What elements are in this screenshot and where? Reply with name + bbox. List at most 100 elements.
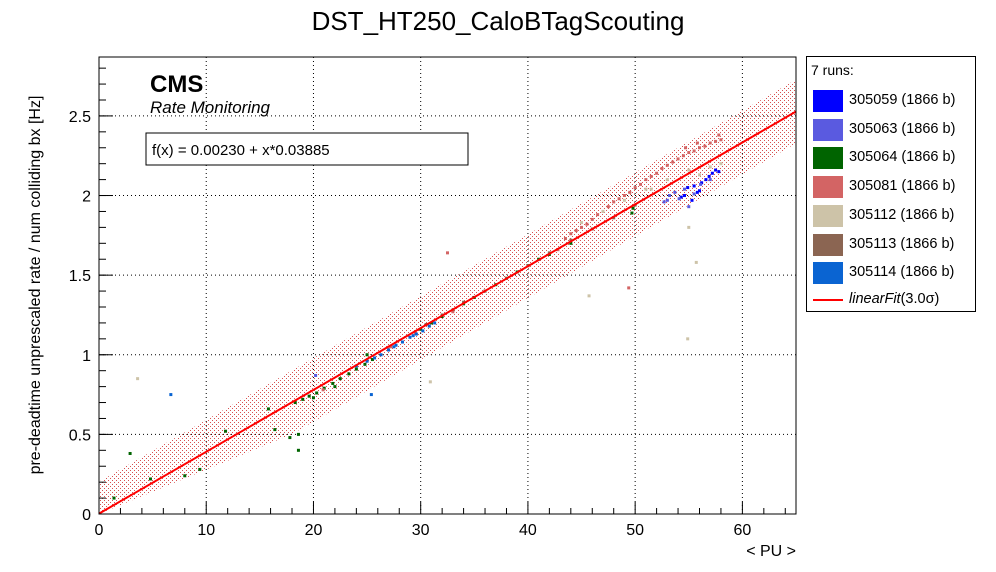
data-point xyxy=(198,467,202,471)
x-tick-label: 30 xyxy=(412,522,430,539)
x-tick-label: 10 xyxy=(197,522,215,539)
plot-frame xyxy=(98,56,797,515)
data-point xyxy=(347,372,351,376)
data-point xyxy=(627,286,631,290)
y-tick-label: 2 xyxy=(82,189,91,206)
x-tick-label: 20 xyxy=(305,522,323,539)
y-tick-label: 1 xyxy=(82,348,91,365)
data-point xyxy=(569,232,573,236)
data-point xyxy=(714,168,718,172)
legend-swatch xyxy=(813,147,843,170)
legend-item: 305064 (1866 b) xyxy=(813,145,973,170)
data-point xyxy=(427,324,431,328)
data-point xyxy=(392,345,396,349)
fit-legend-suffix: (3.0σ) xyxy=(900,291,940,307)
data-point xyxy=(183,474,187,478)
data-point xyxy=(662,200,666,204)
fit-legend-prefix: linearFit xyxy=(849,291,901,307)
data-point xyxy=(307,394,311,398)
data-point xyxy=(704,178,708,182)
y-tick-label: 0.5 xyxy=(69,427,91,444)
data-point xyxy=(433,321,437,325)
y-axis-label: pre-deadtime unprescaled rate / num coll… xyxy=(27,96,44,475)
fit-line-group xyxy=(98,110,797,515)
data-point xyxy=(580,221,584,225)
data-point xyxy=(296,432,300,436)
data-point xyxy=(400,340,404,344)
data-point xyxy=(414,332,418,336)
data-point xyxy=(389,345,393,349)
legend-header: 7 runs: xyxy=(811,62,854,78)
data-point xyxy=(394,343,398,347)
data-point xyxy=(563,237,567,241)
data-point xyxy=(695,190,699,194)
data-point xyxy=(649,174,653,178)
data-point xyxy=(569,238,573,242)
data-point xyxy=(703,144,707,148)
x-tick-label: 60 xyxy=(733,522,751,539)
data-point xyxy=(169,393,173,397)
data-point xyxy=(665,198,669,202)
data-point xyxy=(695,141,699,145)
data-point xyxy=(687,168,691,172)
fit-line xyxy=(98,110,797,515)
legend-item: 305081 (1866 b) xyxy=(813,174,973,199)
data-point xyxy=(717,170,721,174)
data-point xyxy=(639,182,643,186)
data-point xyxy=(428,380,432,384)
data-point xyxy=(677,197,681,201)
legend-label: 305113 (1866 b) xyxy=(849,235,955,252)
data-point xyxy=(112,496,116,500)
y-tick-label: 2.5 xyxy=(69,109,91,126)
data-point xyxy=(697,189,701,193)
data-point xyxy=(676,157,680,161)
data-point xyxy=(333,385,337,389)
data-point xyxy=(322,386,326,390)
data-point xyxy=(293,401,297,405)
data-point xyxy=(601,209,605,213)
data-point xyxy=(679,195,683,199)
data-point xyxy=(631,206,635,210)
data-point xyxy=(714,139,718,143)
chart-title: DST_HT250_CaloBTagScouting xyxy=(312,6,685,36)
data-point xyxy=(321,388,325,392)
data-point xyxy=(580,225,584,229)
legend-label: 305064 (1866 b) xyxy=(849,149,956,166)
data-point xyxy=(644,178,648,182)
axes: 0 10 20 30 40 50 60 0 0.5 1 1.5 2 2.5 xyxy=(69,67,786,539)
data-point xyxy=(644,187,648,191)
data-point xyxy=(708,178,712,182)
data-point xyxy=(694,260,698,264)
data-point xyxy=(649,187,653,191)
data-point xyxy=(587,294,591,298)
data-point xyxy=(692,184,696,188)
data-point xyxy=(411,334,415,338)
legend-swatch xyxy=(813,176,843,199)
data-point xyxy=(288,436,292,440)
data-point xyxy=(622,194,626,198)
legend-label: 305063 (1866 b) xyxy=(849,120,956,137)
legend-swatch xyxy=(813,262,843,285)
data-point xyxy=(612,200,616,204)
data-point xyxy=(315,391,319,395)
y-tick-label: 0 xyxy=(82,507,91,524)
data-point xyxy=(692,149,696,153)
data-point xyxy=(296,448,300,452)
data-point xyxy=(379,353,383,357)
cms-sublabel: Rate Monitoring xyxy=(150,98,271,117)
data-point xyxy=(665,178,669,182)
data-point xyxy=(148,477,152,481)
legend-swatch xyxy=(813,204,843,227)
data-point xyxy=(686,186,690,190)
data-point xyxy=(311,396,315,400)
data-point xyxy=(697,146,701,150)
y-tick-label: 1.5 xyxy=(69,268,91,285)
data-point xyxy=(419,327,423,331)
legend: 7 runs: 305059 (1866 b) 305063 (1866 b) 30… xyxy=(806,56,976,312)
legend-item: 305063 (1866 b) xyxy=(813,117,973,141)
data-point xyxy=(655,171,659,175)
legend-label: 305059 (1866 b) xyxy=(849,92,956,108)
data-point xyxy=(338,377,342,381)
data-point xyxy=(585,222,589,226)
data-point xyxy=(699,182,703,186)
